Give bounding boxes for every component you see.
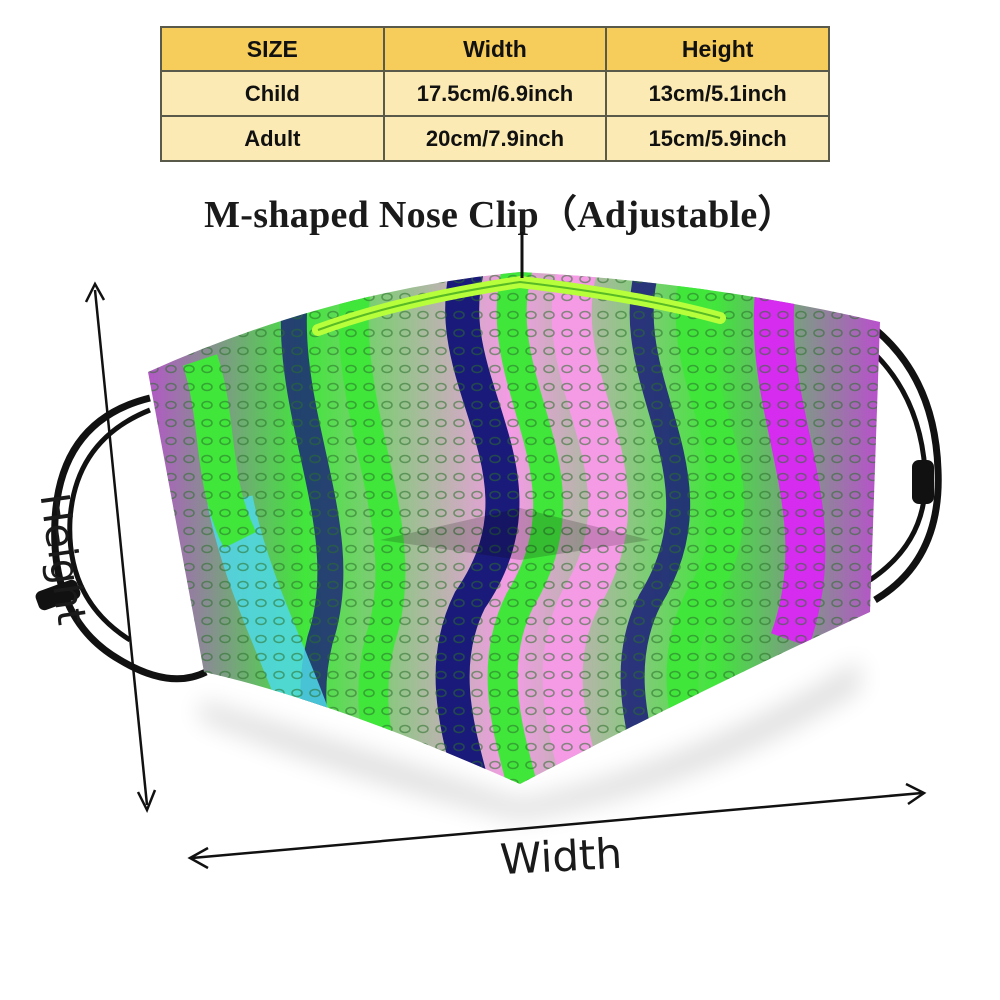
size-table-header: SIZE Width Height xyxy=(160,26,830,72)
left-strap-adjuster xyxy=(35,579,81,611)
table-row: Child 17.5cm/6.9inch 13cm/5.1inch xyxy=(160,70,830,117)
size-cell: Child xyxy=(160,70,385,117)
height-cell: 15cm/5.9inch xyxy=(605,115,830,162)
size-cell: Adult xyxy=(160,115,385,162)
width-header: Width xyxy=(382,26,608,72)
width-cell: 17.5cm/6.9inch xyxy=(382,70,608,117)
nose-clip-edge xyxy=(317,280,721,331)
height-cell: 13cm/5.1inch xyxy=(605,70,830,117)
size-table: SIZE Width Height Child 17.5cm/6.9inch 1… xyxy=(160,26,830,162)
width-cell: 20cm/7.9inch xyxy=(382,115,608,162)
right-ear-strap xyxy=(873,327,942,604)
height-arrow xyxy=(84,281,157,814)
height-header: Height xyxy=(605,26,830,72)
table-row: Adult 20cm/7.9inch 15cm/5.9inch xyxy=(160,115,830,162)
right-strap-adjuster xyxy=(912,460,934,504)
width-label: Width xyxy=(498,828,624,885)
nose-clip-title: M-shaped Nose Clip（Adjustable） xyxy=(204,194,796,236)
mask-shadow xyxy=(200,660,860,820)
width-arrow xyxy=(187,782,927,870)
size-header: SIZE xyxy=(160,26,385,72)
mask-body xyxy=(148,272,880,784)
